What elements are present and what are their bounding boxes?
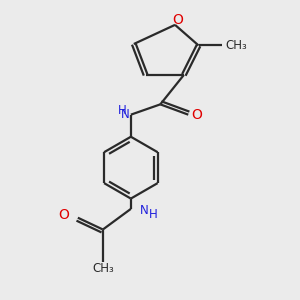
Text: CH₃: CH₃: [92, 262, 114, 275]
Text: N: N: [121, 108, 129, 121]
Text: H: H: [118, 104, 126, 117]
Text: H: H: [148, 208, 157, 221]
Text: CH₃: CH₃: [225, 39, 247, 52]
Text: O: O: [191, 108, 202, 122]
Text: O: O: [172, 14, 183, 27]
Text: O: O: [59, 208, 70, 222]
Text: N: N: [140, 204, 149, 217]
